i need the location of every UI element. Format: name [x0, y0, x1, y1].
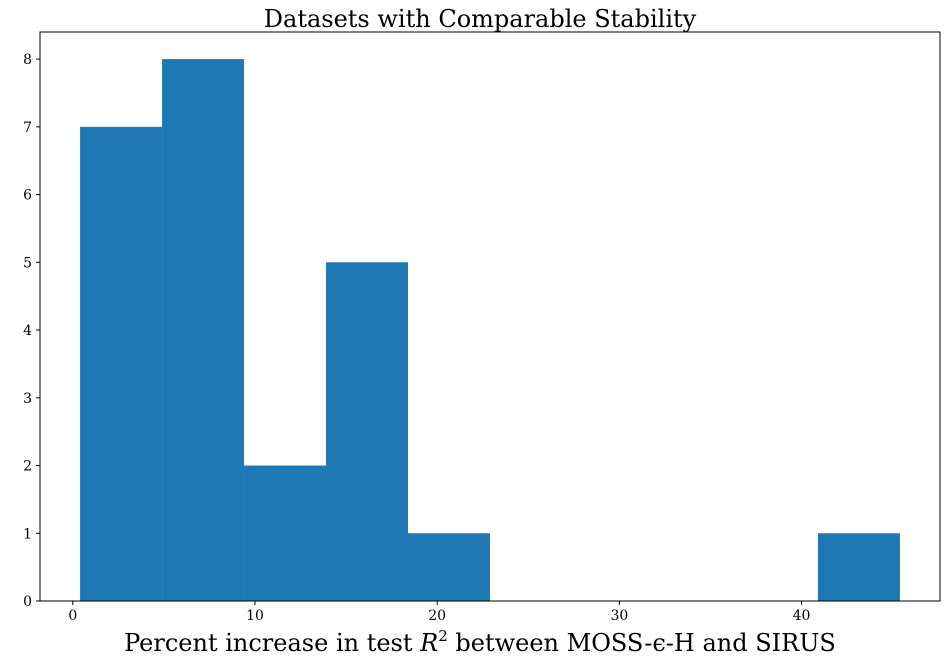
plot-frame: [39, 31, 941, 602]
histogram-bar: [326, 262, 409, 601]
y-tick-label: 7: [23, 120, 32, 136]
y-tick-label: 6: [23, 188, 32, 204]
x-axis-label-prefix: Percent increase in test: [124, 629, 420, 657]
y-tick-label: 8: [23, 52, 32, 68]
y-tick-label: 5: [23, 255, 32, 271]
x-axis-label-suffix: between MOSS-ϵ-H and SIRUS: [448, 629, 836, 657]
histogram-bar: [244, 465, 327, 601]
y-tick-label: 0: [23, 594, 32, 610]
x-axis-label-variable: R: [419, 629, 438, 657]
x-tick-label: 30: [610, 608, 628, 624]
histogram-bar: [162, 59, 245, 602]
x-axis-label: Percent increase in test R2 between MOSS…: [124, 627, 836, 657]
chart-title: Datasets with Comparable Stability: [264, 5, 697, 33]
y-tick-label: 3: [23, 391, 32, 407]
y-axis-ticks: 0 1 2 3 4 5 6 7 8: [23, 52, 40, 610]
x-tick-label: 0: [68, 608, 77, 624]
histogram-bar: [80, 126, 163, 601]
histogram-bar: [817, 533, 900, 601]
x-axis-label-superscript: 2: [438, 627, 448, 645]
x-axis-ticks: 0 10 20 30 40: [68, 601, 810, 624]
histogram-bars: [80, 59, 900, 602]
y-tick-label: 1: [23, 526, 32, 542]
histogram-bar: [408, 533, 490, 601]
x-tick-label: 20: [428, 608, 446, 624]
x-tick-label: 40: [793, 608, 811, 624]
x-tick-label: 10: [246, 608, 264, 624]
y-tick-label: 4: [23, 323, 32, 339]
y-tick-label: 2: [23, 459, 32, 475]
